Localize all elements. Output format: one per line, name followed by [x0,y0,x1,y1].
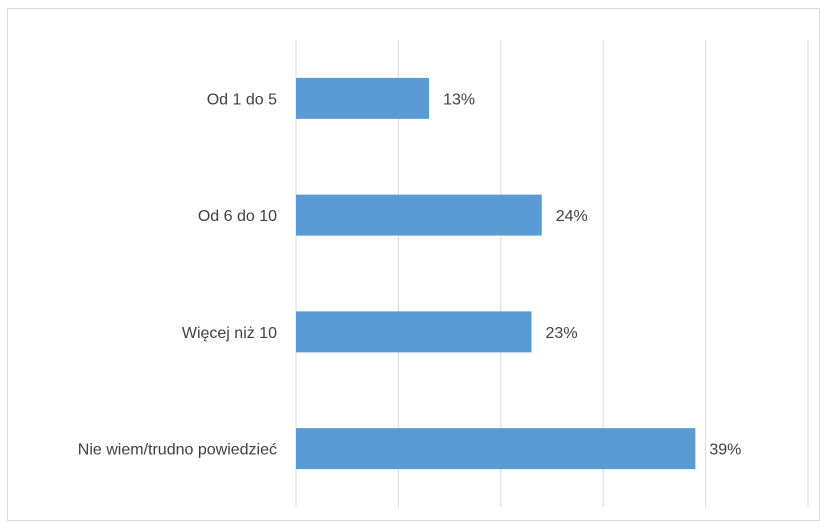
bar [296,77,430,119]
category-label: Od 6 do 10 [198,208,277,225]
category-label: Więcej niż 10 [182,325,277,342]
value-labels: 13% 24% 23% 39% [443,91,741,458]
category-label: Nie wiem/trudno powiedzieć [78,442,277,459]
data-label: 39% [709,442,741,459]
bar [296,311,532,353]
data-label: 13% [443,91,475,108]
category-label: Od 1 do 5 [207,91,277,108]
category-labels: Od 1 do 5 Od 6 do 10 Więcej niż 10 Nie wiem… [78,91,277,458]
data-label: 23% [546,325,578,342]
bars [296,77,696,470]
bar [296,428,696,470]
data-label: 24% [556,208,588,225]
bar [296,194,542,236]
